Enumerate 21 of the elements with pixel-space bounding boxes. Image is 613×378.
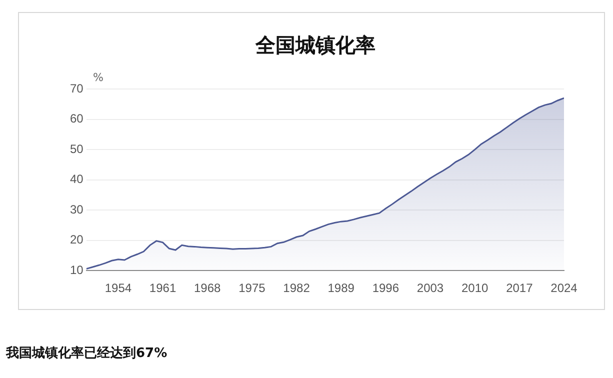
x-tick-label: 1961 (149, 281, 176, 296)
x-tick-label: 1989 (328, 281, 355, 296)
y-tick-label: 60 (70, 112, 84, 126)
x-tick-label: 2010 (461, 281, 489, 296)
y-tick-label: 40 (70, 172, 84, 186)
text: 我国城镇化率已经达到67% (6, 344, 168, 362)
y-tick-label: 50 (70, 142, 84, 156)
x-tick-label: 2024 (550, 281, 578, 296)
x-tick-label: 2003 (416, 281, 444, 296)
x-tick-label: 1975 (238, 281, 266, 296)
y-tick-label: 20 (70, 232, 84, 247)
x-tick-label: 1982 (283, 281, 310, 296)
x-tick-label: 1968 (194, 281, 222, 296)
y-tick-label: 70 (70, 81, 84, 96)
chart-title: 全国城镇化率 (254, 33, 376, 58)
y-tick-label: 10 (70, 262, 84, 277)
x-tick-label: 2017 (506, 281, 534, 296)
y-axis-title: % (93, 71, 104, 84)
x-tick-label: 1954 (104, 281, 132, 296)
y-tick-label: 30 (70, 202, 84, 216)
x-tick-label: 1996 (372, 281, 400, 296)
